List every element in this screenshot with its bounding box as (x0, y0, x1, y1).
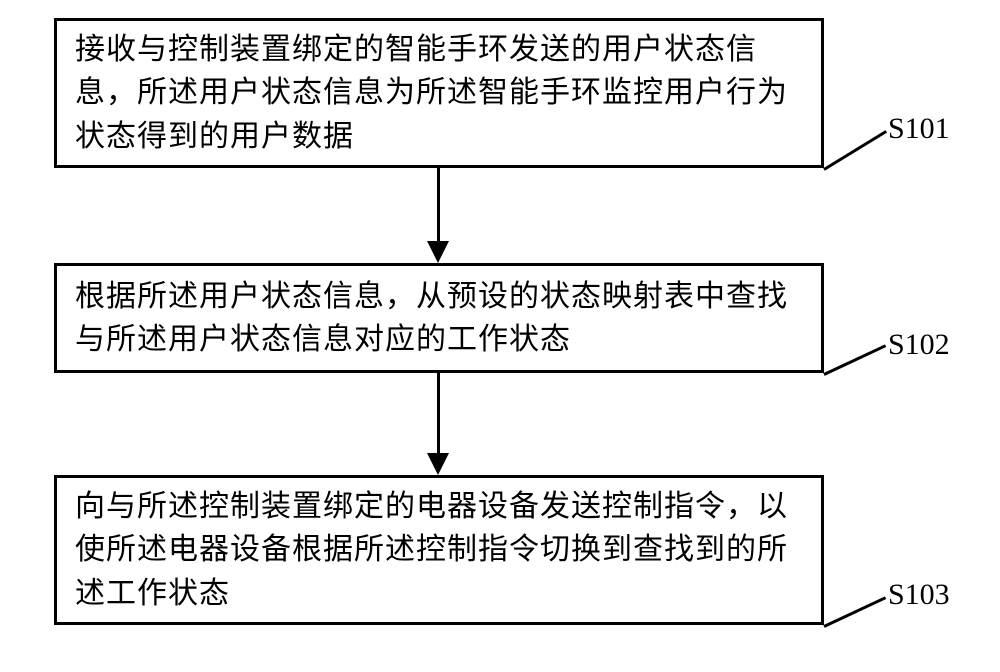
step-label-s102: S102 (888, 328, 950, 362)
callout-line (823, 596, 886, 628)
arrow-line (437, 168, 440, 243)
callout-line (823, 344, 886, 376)
flowchart-canvas: 接收与控制装置绑定的智能手环发送的用户状态信息，所述用户状态信息为所述智能手环监… (0, 0, 1000, 672)
arrow-head-icon (427, 241, 449, 263)
flow-step-text: 根据所述用户状态信息，从预设的状态映射表中查找与所述用户状态信息对应的工作状态 (75, 275, 803, 362)
flow-step-text: 接收与控制装置绑定的智能手环发送的用户状态信息，所述用户状态信息为所述智能手环监… (75, 28, 803, 159)
callout-line (823, 130, 887, 171)
flow-step-s101: 接收与控制装置绑定的智能手环发送的用户状态信息，所述用户状态信息为所述智能手环监… (54, 18, 824, 168)
arrow-head-icon (427, 453, 449, 475)
flow-step-s103: 向与所述控制装置绑定的电器设备发送控制指令，以使所述电器设备根据所述控制指令切换… (54, 475, 824, 625)
step-label-s101: S101 (888, 112, 950, 146)
step-label-s103: S103 (888, 578, 950, 612)
flow-step-s102: 根据所述用户状态信息，从预设的状态映射表中查找与所述用户状态信息对应的工作状态 (54, 263, 824, 373)
flow-step-text: 向与所述控制装置绑定的电器设备发送控制指令，以使所述电器设备根据所述控制指令切换… (75, 485, 803, 616)
arrow-line (437, 373, 440, 455)
